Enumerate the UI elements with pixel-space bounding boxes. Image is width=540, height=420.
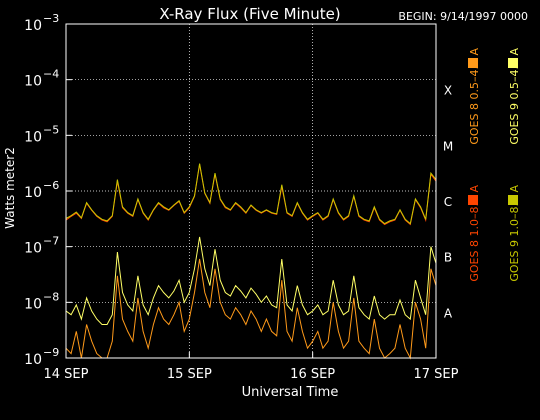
legend-entry: GOES 9 1.0–8.0 A xyxy=(508,185,521,282)
series-line-3 xyxy=(65,163,437,225)
flare-class-m: M xyxy=(443,139,453,153)
legend-entry: GOES 8 0.5–4.0 A xyxy=(468,48,481,145)
y-tick-label: 10 xyxy=(24,296,42,312)
y-tick-label: 10 xyxy=(24,352,42,368)
y-tick-exponent: −8 xyxy=(43,290,59,303)
y-tick-labels: 10−910−810−710−610−510−410−3 xyxy=(24,12,72,368)
x-tick-labels: 14 SEP 15 SEP 16 SEP 17 SEP xyxy=(44,352,459,382)
flare-class-c: C xyxy=(444,195,452,209)
x-tick-label: 15 SEP xyxy=(167,367,212,382)
series-line-4 xyxy=(65,236,437,325)
legend-swatch xyxy=(508,58,518,68)
y-tick-label: 10 xyxy=(24,74,42,90)
legend-swatch xyxy=(468,58,478,68)
data-series xyxy=(65,163,437,360)
flare-class-a: A xyxy=(444,306,453,320)
x-tick-label: 16 SEP xyxy=(290,367,335,382)
chart-title: X-Ray Flux (Five Minute) xyxy=(159,5,340,23)
y-tick-label: 10 xyxy=(24,129,42,145)
legend-swatch xyxy=(508,195,518,205)
legend-swatch xyxy=(468,195,478,205)
y-tick-label: 10 xyxy=(24,241,42,257)
y-axis-label: Watts meter2 xyxy=(3,147,17,229)
y-tick-exponent: −7 xyxy=(43,235,59,248)
flare-class-labels: X M C B A xyxy=(443,84,453,321)
legend-entry: GOES 8 1.0–8.0 A xyxy=(468,185,481,282)
x-axis-label: Universal Time xyxy=(242,385,339,400)
y-tick-label: 10 xyxy=(24,185,42,201)
legend-label: GOES 8 0.5–4.0 A xyxy=(468,48,481,145)
series-line-2 xyxy=(65,258,437,360)
y-tick-exponent: −6 xyxy=(43,179,59,192)
y-tick-exponent: −4 xyxy=(43,68,59,81)
y-tick-exponent: −5 xyxy=(43,123,59,136)
flare-class-b: B xyxy=(444,251,452,265)
legend: GOES 8 0.5–4.0 A GOES 8 1.0–8.0 A GOES 9 0… xyxy=(468,48,521,282)
y-tick-label: 10 xyxy=(24,18,42,34)
x-tick-label: 14 SEP xyxy=(44,367,89,382)
x-tick-label: 17 SEP xyxy=(414,367,459,382)
flare-class-x: X xyxy=(444,84,452,98)
begin-date-label: BEGIN: 9/14/1997 0000 xyxy=(398,10,528,23)
legend-entry: GOES 9 0.5–4.0 A xyxy=(508,48,521,145)
legend-label: GOES 8 1.0–8.0 A xyxy=(468,185,481,282)
y-tick-exponent: −9 xyxy=(43,346,59,359)
legend-label: GOES 9 1.0–8.0 A xyxy=(508,185,521,282)
y-tick-exponent: −3 xyxy=(43,12,59,25)
legend-label: GOES 9 0.5–4.0 A xyxy=(508,48,521,145)
